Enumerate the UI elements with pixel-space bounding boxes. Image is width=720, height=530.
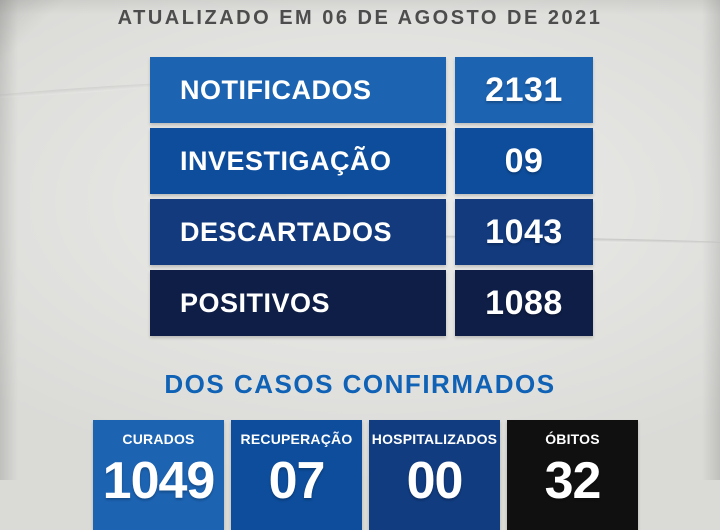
summary-row-positivos: POSITIVOS 1088 bbox=[150, 270, 593, 336]
summary-row-investigacao: INVESTIGAÇÃO 09 bbox=[150, 128, 593, 194]
summary-row-descartados: DESCARTADOS 1043 bbox=[150, 199, 593, 265]
summary-row-notificados: NOTIFICADOS 2131 bbox=[150, 57, 593, 123]
summary-row-value: 1088 bbox=[455, 270, 593, 336]
summary-row-value: 09 bbox=[455, 128, 593, 194]
summary-row-label: DESCARTADOS bbox=[150, 199, 446, 265]
confirmed-card-curados: CURADOS 1049 bbox=[93, 420, 224, 530]
card-value: 00 bbox=[406, 452, 464, 510]
card-label: ÓBITOS bbox=[545, 431, 600, 447]
summary-row-value: 1043 bbox=[455, 199, 593, 265]
card-label: HOSPITALIZADOS bbox=[371, 431, 498, 447]
card-value: 07 bbox=[268, 452, 326, 510]
confirmed-section-title: DOS CASOS CONFIRMADOS bbox=[164, 369, 556, 399]
confirmed-card-obitos: ÓBITOS 32 bbox=[507, 420, 638, 530]
update-date-title: ATUALIZADO EM 06 DE AGOSTO DE 2021 bbox=[117, 7, 603, 29]
card-label: CURADOS bbox=[122, 431, 195, 447]
confirmed-cards-row: CURADOS 1049 RECUPERAÇÃO 07 HOSPITALIZAD… bbox=[93, 420, 638, 530]
card-value: 32 bbox=[544, 452, 602, 510]
summary-row-value: 2131 bbox=[455, 57, 593, 123]
summary-row-label: NOTIFICADOS bbox=[150, 57, 446, 123]
summary-table: NOTIFICADOS 2131 INVESTIGAÇÃO 09 DESCART… bbox=[150, 57, 593, 341]
card-value: 1049 bbox=[102, 452, 216, 510]
confirmed-card-hospitalizados: HOSPITALIZADOS 00 bbox=[369, 420, 500, 530]
summary-row-label: INVESTIGAÇÃO bbox=[150, 128, 446, 194]
card-label: RECUPERAÇÃO bbox=[240, 431, 353, 447]
summary-row-label: POSITIVOS bbox=[150, 270, 446, 336]
confirmed-card-recuperacao: RECUPERAÇÃO 07 bbox=[231, 420, 362, 530]
